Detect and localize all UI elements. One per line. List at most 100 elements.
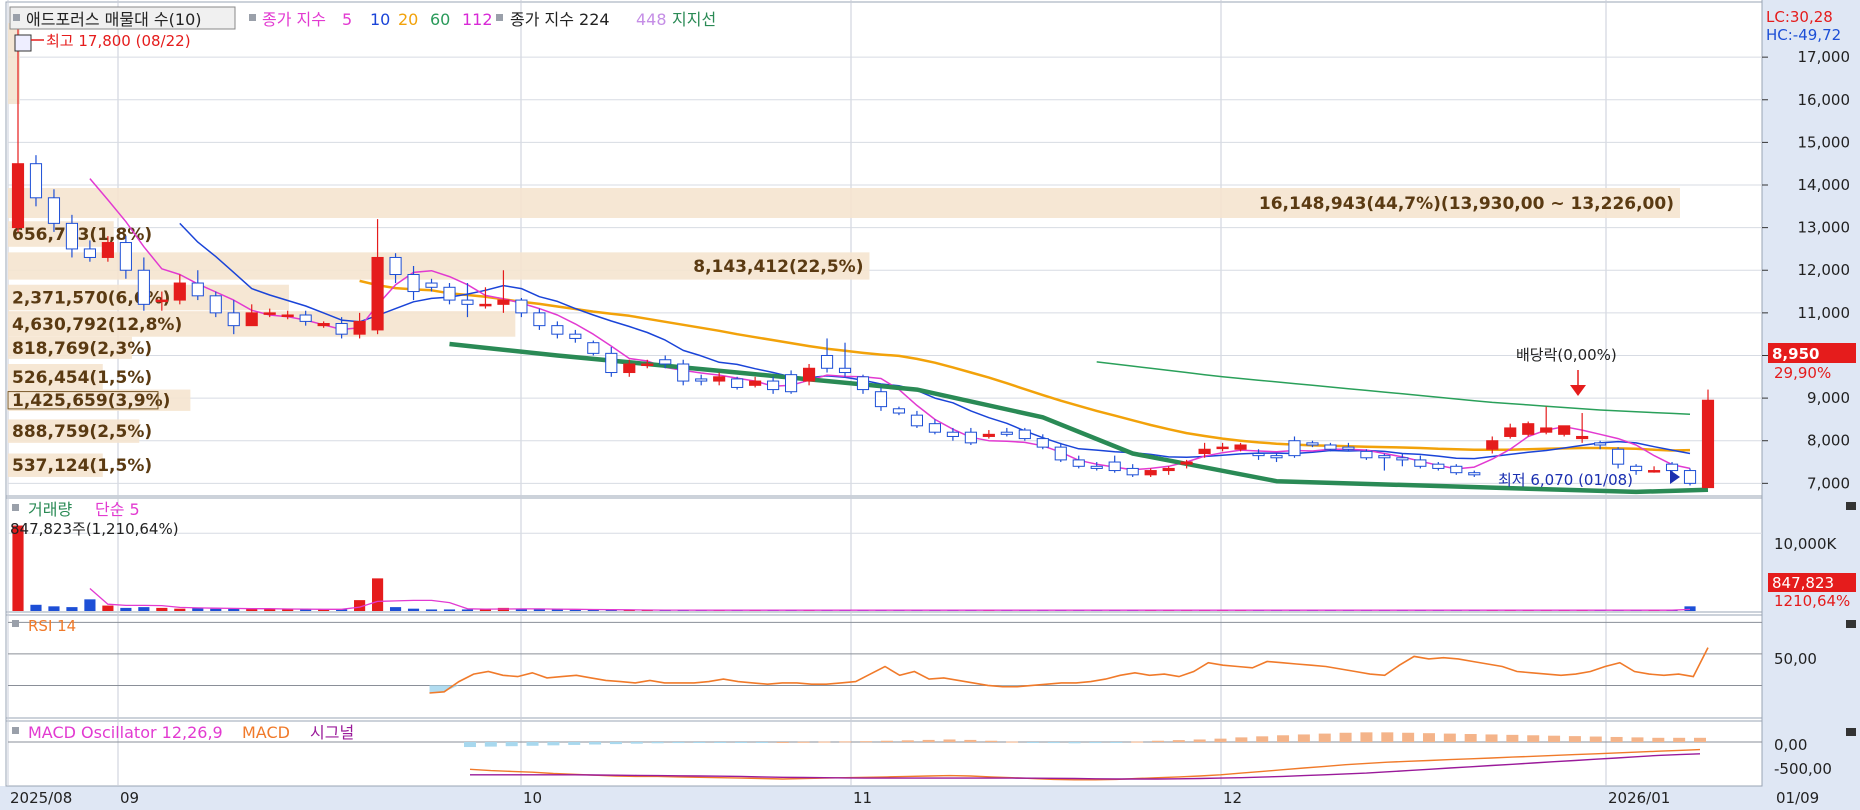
candle[interactable] <box>1594 440 1607 450</box>
candle[interactable] <box>1342 442 1355 452</box>
candle[interactable] <box>802 364 816 386</box>
candle[interactable] <box>389 253 402 284</box>
candle[interactable] <box>1665 462 1679 473</box>
volume-bar[interactable] <box>300 609 312 611</box>
candle[interactable] <box>1108 455 1121 473</box>
candle[interactable] <box>910 410 924 428</box>
volume-bar[interactable] <box>425 609 438 611</box>
volume-bar[interactable] <box>192 607 204 611</box>
candle[interactable] <box>1162 466 1175 475</box>
volume-bar[interactable] <box>228 608 240 611</box>
candle[interactable] <box>695 374 708 386</box>
volume-bar[interactable] <box>461 609 474 611</box>
candle[interactable] <box>1036 434 1049 450</box>
candle[interactable] <box>1126 464 1139 477</box>
candle[interactable] <box>964 427 977 445</box>
candle[interactable] <box>1360 449 1373 460</box>
candle[interactable] <box>371 219 384 335</box>
candle[interactable] <box>1018 427 1031 441</box>
candle[interactable] <box>65 214 79 258</box>
candle[interactable] <box>227 300 240 335</box>
volume-bar[interactable] <box>623 610 635 611</box>
candle[interactable] <box>1396 453 1409 467</box>
candle[interactable] <box>1630 464 1643 475</box>
candle[interactable] <box>659 355 672 369</box>
candle[interactable] <box>1576 413 1589 443</box>
volume-bar[interactable] <box>12 525 24 611</box>
volume-bar[interactable] <box>605 609 617 611</box>
panel-collapse-icon[interactable] <box>1846 728 1856 736</box>
candle[interactable] <box>731 376 744 390</box>
volume-bar[interactable] <box>48 606 60 611</box>
volume-bar[interactable] <box>156 607 168 611</box>
volume-bar[interactable] <box>120 607 132 611</box>
candle[interactable] <box>1540 406 1553 435</box>
candle[interactable] <box>838 342 852 377</box>
volume-bar[interactable] <box>587 609 599 611</box>
candle[interactable] <box>83 240 96 262</box>
candle[interactable] <box>1180 459 1193 469</box>
candle[interactable] <box>1378 453 1391 471</box>
volume-bar[interactable] <box>443 609 456 611</box>
candle[interactable] <box>263 308 276 318</box>
candle[interactable] <box>461 283 474 318</box>
candle[interactable] <box>1072 455 1085 469</box>
candle[interactable] <box>551 321 564 339</box>
candle[interactable] <box>101 236 114 262</box>
candle[interactable] <box>767 376 780 394</box>
candle[interactable] <box>892 406 906 416</box>
candle[interactable] <box>677 359 690 386</box>
candle[interactable] <box>209 291 222 318</box>
panel-collapse-icon[interactable] <box>1846 502 1856 510</box>
volume-bar[interactable] <box>282 609 294 611</box>
volume-bar[interactable] <box>30 604 42 611</box>
candle[interactable] <box>29 155 43 207</box>
candle[interactable] <box>587 340 600 356</box>
candle[interactable] <box>1647 466 1661 473</box>
candle[interactable] <box>1198 442 1211 458</box>
candle[interactable] <box>749 376 762 388</box>
volume-bar[interactable] <box>515 609 527 611</box>
candle[interactable] <box>1486 436 1499 454</box>
volume-bar[interactable] <box>533 609 545 611</box>
candle[interactable] <box>856 374 870 394</box>
candle[interactable] <box>11 23 25 232</box>
candle[interactable] <box>1701 389 1715 489</box>
candle[interactable] <box>569 329 582 343</box>
candle[interactable] <box>1504 423 1517 439</box>
candle[interactable] <box>1468 470 1481 477</box>
candle[interactable] <box>119 236 132 279</box>
candle[interactable] <box>820 338 834 373</box>
volume-bar[interactable] <box>264 608 276 611</box>
volume-bar[interactable] <box>336 609 348 611</box>
candle[interactable] <box>1144 468 1157 477</box>
candle[interactable] <box>443 283 456 305</box>
candle[interactable] <box>497 270 510 313</box>
candle[interactable] <box>1306 440 1319 448</box>
candle[interactable] <box>191 270 204 301</box>
candle[interactable] <box>713 372 726 386</box>
candle[interactable] <box>928 419 941 435</box>
candle[interactable] <box>1522 421 1535 437</box>
candle[interactable] <box>605 346 618 377</box>
candle[interactable] <box>245 304 258 327</box>
volume-bar[interactable] <box>551 609 563 611</box>
candle[interactable] <box>1324 442 1337 452</box>
candle[interactable] <box>1000 427 1013 437</box>
candle[interactable] <box>1090 462 1103 471</box>
candle[interactable] <box>1270 453 1283 463</box>
candle[interactable] <box>317 321 330 328</box>
candle[interactable] <box>982 430 995 439</box>
volume-bar[interactable] <box>246 608 258 611</box>
candle[interactable] <box>281 310 294 320</box>
volume-bar[interactable] <box>210 608 222 611</box>
candle[interactable] <box>1252 449 1265 460</box>
volume-bar[interactable] <box>407 608 420 611</box>
candle[interactable] <box>515 297 528 318</box>
candle[interactable] <box>1216 442 1229 452</box>
candle[interactable] <box>407 265 420 301</box>
candle[interactable] <box>335 317 348 339</box>
volume-bar[interactable] <box>1684 606 1696 611</box>
candle[interactable] <box>946 427 959 441</box>
